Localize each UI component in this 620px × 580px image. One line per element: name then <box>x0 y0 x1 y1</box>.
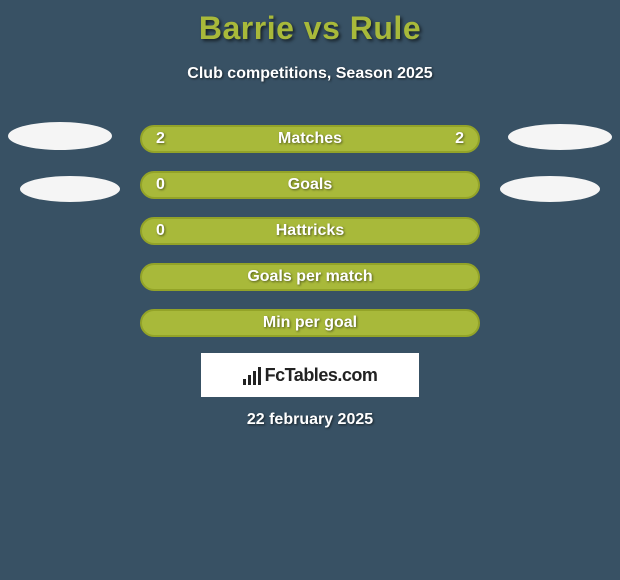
stat-row: 0 Hattricks <box>140 217 480 245</box>
stat-label: Goals per match <box>247 268 372 286</box>
subtitle: Club competitions, Season 2025 <box>187 65 432 83</box>
stat-left-value: 2 <box>156 130 165 148</box>
stat-row: 0 Goals <box>140 171 480 199</box>
stat-label: Matches <box>278 130 342 148</box>
stat-label: Min per goal <box>263 314 357 332</box>
player-placeholder-oval <box>508 124 612 150</box>
stat-left-value: 0 <box>156 176 165 194</box>
stat-left-value: 0 <box>156 222 165 240</box>
logo-text: FcTables.com <box>265 365 378 386</box>
player-placeholder-oval <box>500 176 600 202</box>
stat-row: 2 Matches 2 <box>140 125 480 153</box>
player-placeholder-oval <box>8 122 112 150</box>
logo-bars-icon <box>243 365 261 385</box>
fctables-logo: FcTables.com <box>201 353 419 397</box>
footer-date: 22 february 2025 <box>247 411 373 429</box>
player-placeholder-oval <box>20 176 120 202</box>
comparison-card: Barrie vs Rule Club competitions, Season… <box>0 0 620 580</box>
stat-label: Hattricks <box>276 222 344 240</box>
stat-row: Min per goal <box>140 309 480 337</box>
stat-right-value: 2 <box>455 130 464 148</box>
title: Barrie vs Rule <box>199 10 421 47</box>
stat-row: Goals per match <box>140 263 480 291</box>
stat-label: Goals <box>288 176 332 194</box>
